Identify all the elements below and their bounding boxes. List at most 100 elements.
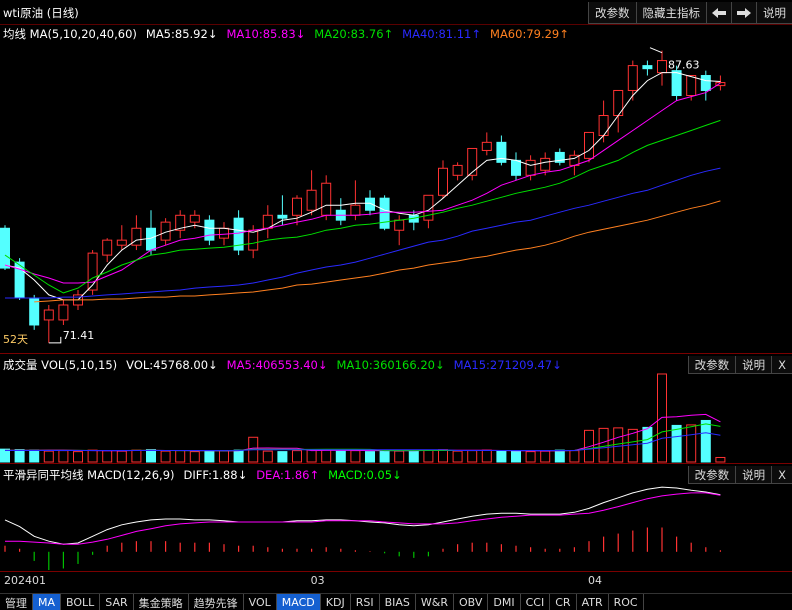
candle-body	[642, 65, 653, 70]
indicator-tab[interactable]: 管理	[0, 594, 33, 610]
chart: 87.63 71.41 52天 202401 03 04	[0, 24, 792, 587]
candle-body	[467, 147, 478, 176]
indicator-line	[34, 200, 721, 303]
candle-body	[686, 75, 697, 97]
volume-bar	[627, 428, 638, 463]
panel-title: 成交量 VOL(5,10,15)	[3, 358, 118, 372]
volume-bar	[219, 450, 229, 463]
indicator-tab[interactable]: DMI	[488, 594, 521, 610]
x-tick-label: 202401	[4, 574, 46, 587]
panel-buttons: 改参数 说明 X	[687, 466, 792, 484]
indicator-tab[interactable]: OBV	[454, 594, 489, 610]
panel-button[interactable]: X	[771, 466, 792, 484]
high-label: 87.63	[668, 59, 700, 72]
panel-buttons: 改参数 说明 X	[687, 356, 792, 374]
candle-body	[481, 141, 492, 151]
volume-bar	[29, 449, 40, 463]
indicator-tab[interactable]: MACD	[276, 594, 321, 610]
legend-entry: MA10:85.83↓	[226, 27, 306, 41]
candle-body	[627, 65, 638, 91]
high-leader	[649, 47, 663, 54]
legend-entry: MA60:79.29↑	[490, 27, 569, 41]
candle-body	[116, 239, 127, 246]
candle-body	[540, 157, 551, 171]
ma-legend: 均线 MA(5,10,20,40,60) MA5:85.92↓ MA10:85.83…	[0, 25, 792, 43]
x-tick-label: 04	[588, 574, 602, 587]
candle-body	[306, 189, 317, 211]
indicator-tab[interactable]: MA	[33, 594, 62, 610]
candle-body	[525, 159, 536, 176]
volume-bar	[423, 449, 434, 463]
candle-body	[189, 214, 200, 223]
volume-bar	[87, 449, 98, 463]
legend-entry: MA5:85.92↓	[145, 27, 218, 41]
indicator-tabs: 管理 MA BOLL SAR 集金策略 趋势先锋 VOL MACD KDJ RSI BIAS W&R O…	[0, 593, 792, 610]
candle-body	[277, 214, 288, 219]
panel-button[interactable]: 说明	[735, 356, 772, 374]
indicator-tab[interactable]: RSI	[351, 594, 380, 610]
toolbar-buttons: 改参数 隐藏主指标 说明	[588, 2, 792, 24]
candle-body	[131, 227, 142, 246]
candle-body	[394, 219, 405, 231]
volume-bar	[686, 424, 697, 463]
volume-bar	[321, 449, 332, 463]
indicator-tab[interactable]: BOLL	[61, 594, 101, 610]
indicator-tab[interactable]: W&R	[416, 594, 454, 610]
volume-bar	[715, 456, 726, 463]
indicator-tab[interactable]: BIAS	[380, 594, 416, 610]
candle-body	[58, 304, 69, 321]
candle-body	[146, 227, 156, 251]
low-leader	[48, 336, 62, 344]
indicator-line	[5, 432, 721, 452]
candle-body	[87, 252, 98, 291]
legend-entry: MA20:83.76↑	[314, 27, 394, 41]
panel-button[interactable]: 说明	[735, 466, 772, 484]
volume-bar	[467, 450, 478, 463]
volume-bar	[58, 450, 69, 463]
toolbar-button[interactable]: 隐藏主指标	[635, 2, 706, 24]
low-label: 71.41	[63, 329, 95, 342]
candle-body	[365, 197, 375, 211]
indicator-tab[interactable]: 趋势先锋	[189, 594, 244, 610]
panel-button[interactable]: 改参数	[687, 466, 736, 484]
toolbar: wti原油 (日线) 改参数 隐藏主指标 说明	[0, 2, 792, 24]
indicator-tab[interactable]: ATR	[577, 594, 609, 610]
indicator-tab[interactable]: 集金策略	[134, 594, 189, 610]
candle-body	[248, 229, 259, 251]
help-button[interactable]: 说明	[756, 2, 792, 24]
indicator-line	[4, 72, 721, 301]
volume-bar	[43, 450, 54, 463]
candle-body	[175, 214, 186, 231]
indicator-tab[interactable]: SAR	[100, 594, 134, 610]
prev-button[interactable]	[706, 2, 731, 24]
volume-bar	[452, 450, 463, 463]
candle-body	[700, 75, 711, 91]
volume-bar	[204, 450, 215, 463]
candle-body	[715, 82, 726, 87]
panel-button[interactable]: 改参数	[687, 356, 736, 374]
panel-button[interactable]: X	[771, 356, 792, 374]
volume-bar	[598, 427, 609, 463]
indicator-tab[interactable]: KDJ	[321, 594, 351, 610]
candle-body	[204, 219, 215, 241]
next-button[interactable]	[731, 2, 756, 24]
candle-body	[511, 159, 521, 176]
volume-bar	[146, 449, 156, 463]
indicator-line	[5, 492, 721, 545]
indicator-tab[interactable]: VOL	[244, 594, 277, 610]
indicator-tab[interactable]: ROC	[609, 594, 644, 610]
volume-bar	[496, 450, 507, 463]
volume-bar	[233, 449, 244, 463]
volume-bar	[642, 426, 653, 463]
volume-bar	[569, 450, 580, 463]
volume-bar	[379, 449, 390, 463]
legend-entry: MA40:81.11↑	[402, 27, 482, 41]
legend-entry: MA10:360166.20↓	[336, 358, 445, 372]
panel-title: 均线 MA(5,10,20,40,60)	[3, 27, 137, 41]
indicator-tab[interactable]: CR	[550, 594, 577, 610]
volume-bar	[292, 450, 302, 463]
volume-bar	[306, 449, 317, 463]
toolbar-button[interactable]: 改参数	[588, 2, 636, 24]
volume-bar	[175, 450, 186, 463]
indicator-tab[interactable]: CCI	[521, 594, 551, 610]
